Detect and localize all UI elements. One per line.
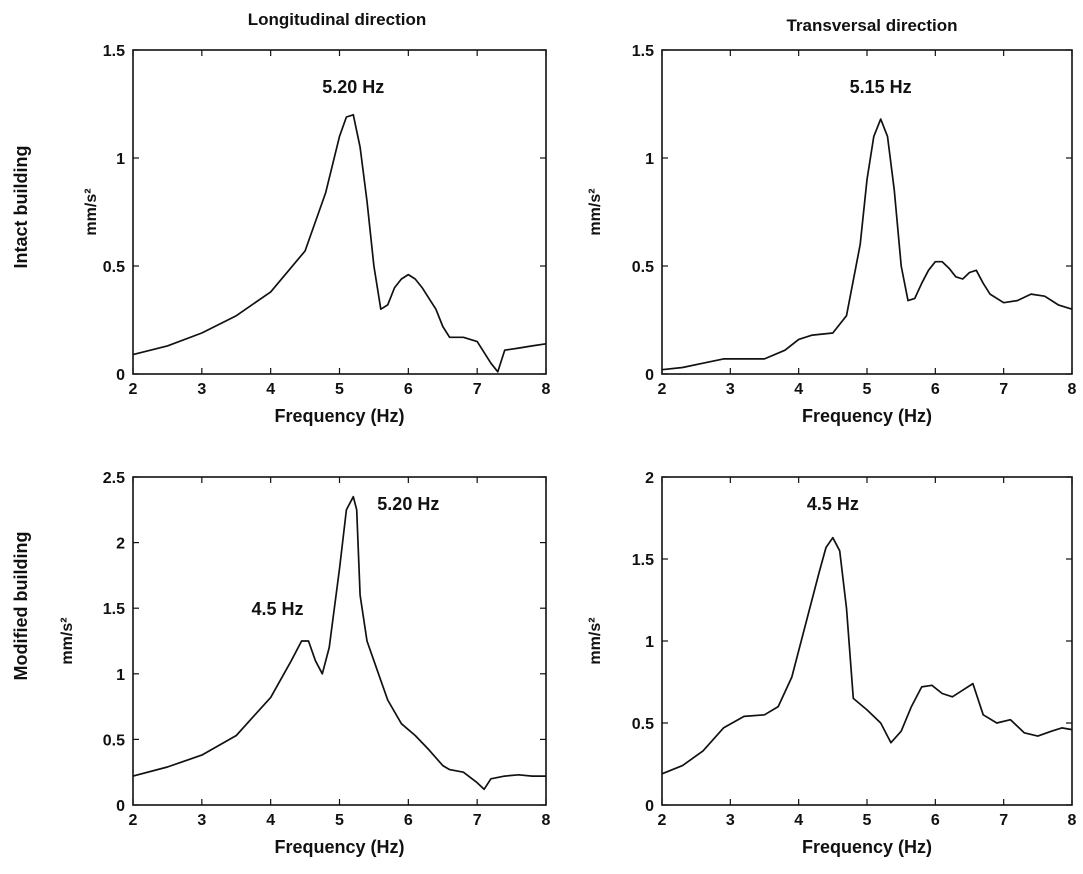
y-tick-label: 1	[116, 151, 125, 168]
row-label-modified: Modified building	[11, 532, 31, 681]
x-tick-label: 2	[129, 381, 138, 398]
plot-frame	[661, 476, 1073, 806]
column-title-transversal: Transversal direction	[786, 16, 957, 35]
panel-modified-transversal: 2 3 4 5 6 7 8 0 0.5 1 1.5 2 Frequency (Hz) mm/s² 4.5 H…	[587, 470, 1077, 857]
x-axis-label: Frequency (Hz)	[802, 406, 932, 426]
x-tick-label: 4	[794, 812, 803, 829]
x-tick-label: 7	[999, 812, 1008, 829]
panel-modified-longitudinal: 2 3 4 5 6 7 8 0 0.5 1 1.5 2 2.5 Frequency (Hz) mm/s² 4.…	[59, 470, 551, 857]
x-tick-label: 5	[863, 812, 872, 829]
y-axis-label: mm/s²	[587, 188, 604, 235]
y-tick-label: 0.5	[103, 732, 125, 749]
x-tick-label: 3	[197, 381, 206, 398]
y-tick-label: 0.5	[632, 259, 654, 276]
panel-intact-transversal: 2 3 4 5 6 7 8 0 0.5 1 1.5 Frequency (Hz) mm/s² 5.15 H…	[587, 43, 1077, 426]
x-tick-label: 6	[404, 381, 413, 398]
x-tick-label: 6	[404, 812, 413, 829]
column-title-longitudinal: Longitudinal direction	[248, 10, 426, 29]
x-tick-label: 8	[542, 381, 551, 398]
x-tick-label: 3	[726, 381, 735, 398]
x-tick-label: 6	[931, 812, 940, 829]
x-tick-label: 8	[1068, 381, 1077, 398]
y-tick-label: 0.5	[103, 259, 125, 276]
y-tick-label: 2	[116, 536, 125, 553]
x-tick-label: 5	[335, 381, 344, 398]
y-tick-label: 1.5	[103, 601, 125, 618]
x-axis-label: Frequency (Hz)	[274, 406, 404, 426]
y-tick-label: 1.5	[632, 43, 654, 60]
y-tick-label: 2	[645, 470, 654, 487]
plot-frame	[661, 49, 1073, 375]
series-line	[661, 536, 1073, 775]
y-tick-label: 1.5	[103, 43, 125, 60]
x-tick-label: 2	[658, 812, 667, 829]
x-axis-label: Frequency (Hz)	[274, 837, 404, 857]
series-line	[132, 113, 547, 373]
panel-intact-longitudinal: 2 3 4 5 6 7 8 0 0.5 1 1.5 Frequency (Hz) mm/s² 5.20 H…	[83, 43, 551, 426]
y-tick-label: 1.5	[632, 552, 654, 569]
x-axis-label: Frequency (Hz)	[802, 837, 932, 857]
x-tick-label: 4	[266, 812, 275, 829]
x-tick-label: 8	[542, 812, 551, 829]
x-tick-label: 6	[931, 381, 940, 398]
y-tick-label: 0	[645, 798, 654, 815]
x-tick-label: 2	[129, 812, 138, 829]
peak-annotation: 5.15 Hz	[850, 77, 912, 97]
x-tick-label: 5	[863, 381, 872, 398]
x-tick-label: 4	[266, 381, 275, 398]
plot-frame	[132, 49, 547, 375]
peak-annotation: 5.20 Hz	[377, 494, 439, 514]
peak-annotation: 5.20 Hz	[322, 77, 384, 97]
row-label-intact: Intact building	[11, 146, 31, 269]
y-axis-label: mm/s²	[83, 188, 100, 235]
series-line	[661, 118, 1073, 371]
x-tick-label: 3	[197, 812, 206, 829]
plot-frame	[132, 476, 547, 806]
x-tick-label: 4	[794, 381, 803, 398]
peak-annotation: 4.5 Hz	[252, 599, 304, 619]
y-axis-label: mm/s²	[59, 617, 76, 664]
x-tick-label: 7	[999, 381, 1008, 398]
x-tick-label: 2	[658, 381, 667, 398]
y-tick-label: 0	[645, 367, 654, 384]
y-tick-label: 2.5	[103, 470, 125, 487]
x-tick-label: 3	[726, 812, 735, 829]
x-tick-label: 5	[335, 812, 344, 829]
y-tick-label: 1	[645, 634, 654, 651]
y-tick-label: 1	[645, 151, 654, 168]
x-tick-label: 7	[473, 381, 482, 398]
y-tick-label: 0	[116, 367, 125, 384]
x-tick-label: 8	[1068, 812, 1077, 829]
y-tick-label: 0	[116, 798, 125, 815]
peak-annotation: 4.5 Hz	[807, 494, 859, 514]
y-tick-label: 0.5	[632, 716, 654, 733]
x-tick-label: 7	[473, 812, 482, 829]
y-axis-label: mm/s²	[587, 617, 604, 664]
y-tick-label: 1	[116, 667, 125, 684]
series-line	[132, 495, 546, 791]
